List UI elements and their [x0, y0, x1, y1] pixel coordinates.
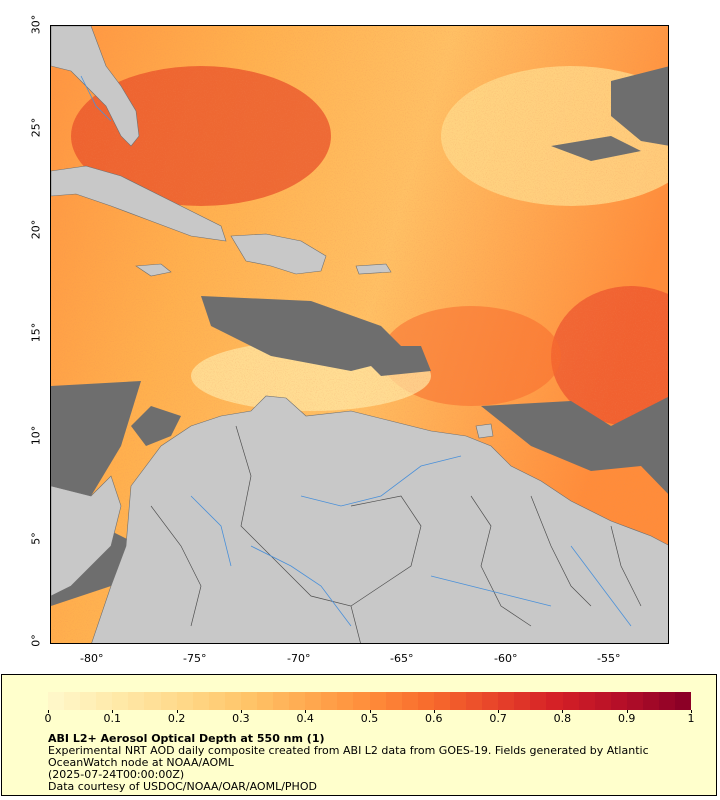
lon-label-55: -55°: [597, 652, 621, 665]
lon-label-80: -80°: [80, 652, 104, 665]
colorbar-segment: [610, 692, 627, 710]
colorbar-segment: [96, 692, 113, 710]
colorbar-segment: [64, 692, 81, 710]
colorbar-tick-label: 0.1: [103, 712, 122, 725]
colorbar-tick-label: 0.5: [360, 712, 379, 725]
colorbar-segment: [337, 692, 354, 710]
colorbar-segment: [385, 692, 402, 710]
land-florida: [51, 26, 140, 147]
colorbar-tick: [305, 710, 307, 713]
colorbar-segment: [273, 692, 290, 710]
colorbar-tick: [112, 710, 114, 713]
colorbar-segment: [562, 692, 579, 710]
colorbar-segment: [224, 692, 241, 710]
legend-credit: Data courtesy of USDOC/NOAA/OAR/AOML/PHO…: [48, 780, 317, 793]
colorbar-segment: [321, 692, 338, 710]
land-trinidad: [475, 423, 494, 439]
lat-label-0: 0°: [29, 634, 43, 647]
colorbar-segment: [112, 692, 129, 710]
legend-description-line-2: OceanWatch node at NOAA/AOML: [48, 756, 234, 769]
lon-label-65: -65°: [390, 652, 414, 665]
lat-label-10: 10°: [29, 425, 43, 446]
colorbar-segment: [433, 692, 450, 710]
colorbar-tick: [562, 710, 564, 713]
colorbar-segment: [675, 692, 692, 710]
colorbar-segment: [546, 692, 563, 710]
colorbar-segment: [449, 692, 467, 710]
colorbar-segment: [240, 692, 258, 710]
lat-label-5: 5°: [29, 532, 43, 545]
colorbar-segment: [401, 692, 418, 710]
land-south-america: [91, 395, 668, 643]
lat-label-20: 20°: [29, 219, 43, 240]
lat-label-30: 30°: [29, 14, 43, 35]
colorbar-segment: [144, 692, 161, 710]
colorbar-segment: [417, 692, 434, 710]
colorbar-segment: [48, 692, 65, 710]
colorbar-tick: [433, 710, 435, 713]
colorbar-tick-label: 0.3: [232, 712, 250, 725]
lon-label-70: -70°: [287, 652, 311, 665]
lat-label-25: 25°: [29, 117, 43, 138]
land-masses: [51, 26, 668, 643]
legend-timestamp: (2025-07-24T00:00:00Z): [48, 768, 185, 781]
colorbar-segment: [192, 692, 209, 710]
land-puerto-rico: [355, 263, 392, 275]
colorbar-segment: [642, 692, 659, 710]
colorbar-tick-label: 0.6: [425, 712, 443, 725]
colorbar: [48, 692, 692, 710]
colorbar-segment: [514, 692, 531, 710]
colorbar-segment: [482, 692, 499, 710]
land-central-america: [51, 475, 122, 597]
colorbar-segment: [257, 692, 274, 710]
colorbar-segment: [289, 692, 306, 710]
colorbar-segment: [208, 692, 225, 710]
colorbar-tick: [176, 710, 178, 713]
land-cuba: [51, 165, 227, 242]
legend-title: ABI L2+ Aerosol Optical Depth at 550 nm …: [48, 732, 325, 745]
colorbar-segment: [353, 692, 370, 710]
legend-panel: 0 0.1 0.2 0.3 0.4 0.5 0.6 0.7 0.8 0.9 1 ABI L2+ Ae…: [1, 674, 717, 796]
aod-map: [51, 26, 668, 643]
rivers: [80, 75, 632, 627]
colorbar-tick: [240, 710, 242, 713]
colorbar-tick-label: 0.8: [553, 712, 572, 725]
colorbar-tick: [498, 710, 500, 713]
colorbar-segment: [466, 692, 483, 710]
colorbar-tick: [48, 710, 49, 713]
lon-label-75: -75°: [183, 652, 207, 665]
colorbar-segment: [594, 692, 611, 710]
colorbar-tick-label: 0.4: [296, 712, 314, 725]
lon-label-60: -60°: [494, 652, 518, 665]
country-borders: [150, 425, 642, 643]
legend-description-line-1: Experimental NRT AOD daily composite cre…: [48, 744, 649, 757]
colorbar-segment: [369, 692, 386, 710]
map-area: [50, 25, 669, 644]
colorbar-segment: [498, 692, 515, 710]
colorbar-tick: [626, 710, 628, 713]
colorbar-segment: [160, 692, 177, 710]
colorbar-segment: [305, 692, 322, 710]
colorbar-tick-label: 0: [44, 712, 52, 725]
colorbar-segment: [578, 692, 595, 710]
colorbar-segment: [530, 692, 547, 710]
colorbar-tick: [369, 710, 371, 713]
colorbar-segment: [80, 692, 97, 710]
land-jamaica: [135, 263, 172, 277]
colorbar-tick: [691, 710, 692, 713]
colorbar-segment: [176, 692, 193, 710]
colorbar-segment: [626, 692, 643, 710]
colorbar-segment: [658, 692, 676, 710]
colorbar-tick-label: 0.7: [489, 712, 507, 725]
colorbar-tick-label: 1: [687, 712, 695, 725]
colorbar-tick-label: 0.2: [167, 712, 186, 725]
colorbar-segment: [128, 692, 145, 710]
land-hispaniola: [230, 233, 327, 275]
colorbar-tick-label: 0.9: [617, 712, 636, 725]
lat-label-15: 15°: [29, 322, 43, 343]
